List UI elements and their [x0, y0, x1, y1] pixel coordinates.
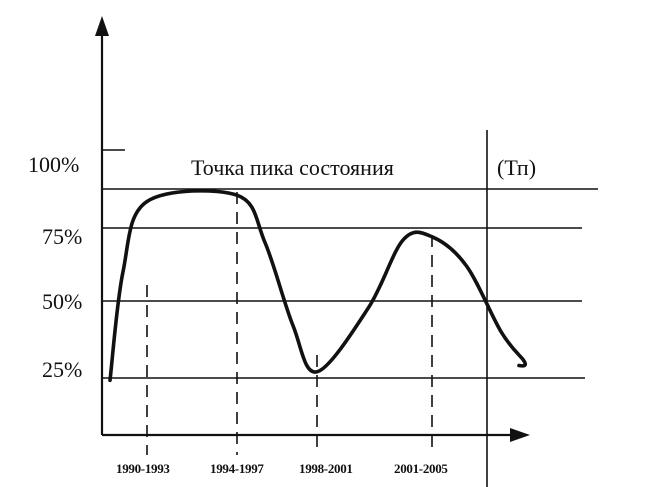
tp-annotation: (Тп): [497, 155, 536, 180]
peak-annotation: Точка пика состояния: [191, 155, 394, 180]
x-tick-label-1994-1997: 1994-1997: [210, 461, 264, 476]
y-tick-label-100: 100%: [28, 152, 79, 177]
grid-lines: [102, 188, 598, 379]
x-axis-arrow-icon: [510, 428, 530, 442]
y-tick-label-75: 75%: [42, 224, 82, 249]
x-tick-label-1990-1993: 1990-1993: [116, 461, 170, 476]
x-tick-label-1998-2001: 1998-2001: [299, 461, 353, 476]
y-tick-label-50: 50%: [42, 289, 82, 314]
x-tick-label-2001-2005: 2001-2005: [394, 461, 448, 476]
series-line: [108, 188, 528, 383]
y-tick-label-25: 25%: [42, 357, 82, 382]
y-axis-arrow-icon: [95, 16, 109, 36]
dashed-markers: [146, 192, 433, 455]
